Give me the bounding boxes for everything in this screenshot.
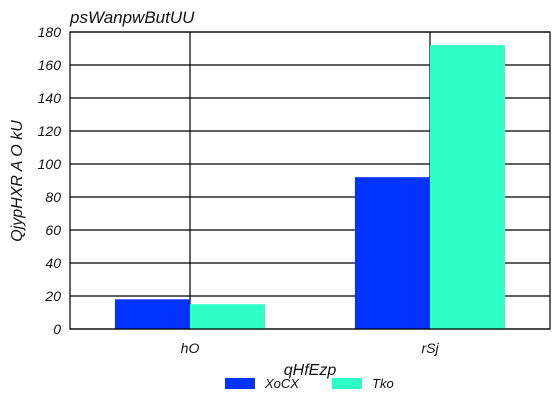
bars [115,45,505,329]
y-tick-label: 60 [45,222,61,238]
chart-title: psWanpwButUU [69,8,195,27]
y-tick-label: 80 [45,189,61,205]
legend-label: XoCX [264,376,300,391]
x-tick-label: rSj [421,340,439,356]
y-tick-labels: 0 20 40 60 80 100 120 140 160 180 [38,24,62,337]
y-tick-label: 120 [38,123,62,139]
y-tick-label: 0 [53,321,61,337]
legend-swatch-XoCX [225,378,255,389]
x-tick-labels: hO rSj [181,340,440,356]
y-axis-label: QjypHXR A O kU [9,120,26,242]
y-tick-label: 40 [45,255,61,271]
x-tick-label: hO [181,340,200,356]
legend-swatch-Tko [332,378,362,389]
y-tick-label: 160 [38,57,62,73]
bar-XoCX-rSj [355,177,430,329]
y-tick-label: 180 [38,24,62,40]
bar-XoCX-hO [115,299,190,329]
legend-label: Tko [372,376,394,391]
bar-Tko-hO [190,304,265,329]
y-tick-label: 20 [44,288,61,304]
y-tick-label: 100 [38,156,62,172]
bar-Tko-rSj [430,45,505,329]
y-tick-label: 140 [38,90,62,106]
